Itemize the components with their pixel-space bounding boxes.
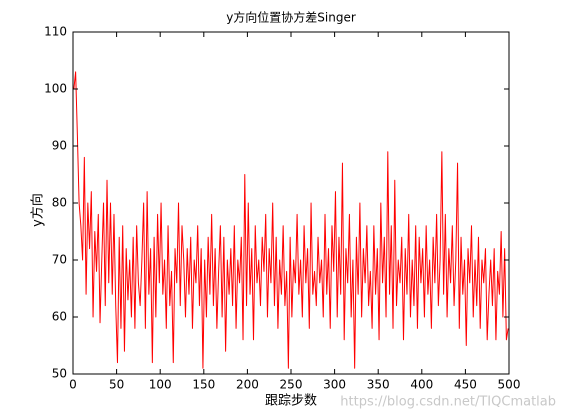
y-tick-label: 80 — [52, 196, 67, 210]
y-tick-label: 90 — [52, 139, 67, 153]
y-tick-label: 50 — [52, 367, 67, 381]
y-tick-label: 70 — [52, 253, 67, 267]
x-tick-label: 400 — [410, 378, 433, 392]
watermark: https://blog.csdn.net/TIQCmatlab — [340, 395, 556, 410]
y-tick-label: 60 — [52, 310, 67, 324]
x-tick-label: 300 — [323, 378, 346, 392]
x-tick-label: 100 — [149, 378, 172, 392]
x-tick-label: 450 — [454, 378, 477, 392]
x-axis-label: 跟踪步数 — [265, 394, 317, 409]
x-tick-label: 350 — [367, 378, 390, 392]
x-tick-label: 500 — [498, 378, 521, 392]
x-tick-label: 250 — [280, 378, 303, 392]
data-line — [73, 71, 509, 369]
y-axis-label: y方向 — [30, 193, 46, 227]
y-tick-label: 100 — [44, 82, 67, 96]
x-tick-label: 200 — [236, 378, 259, 392]
chart-title: y方向位置协方差Singer — [226, 10, 356, 25]
y-tick-label: 110 — [44, 25, 67, 39]
x-tick-label: 0 — [69, 378, 77, 392]
x-tick-label: 150 — [192, 378, 215, 392]
x-tick-label: 50 — [109, 378, 124, 392]
